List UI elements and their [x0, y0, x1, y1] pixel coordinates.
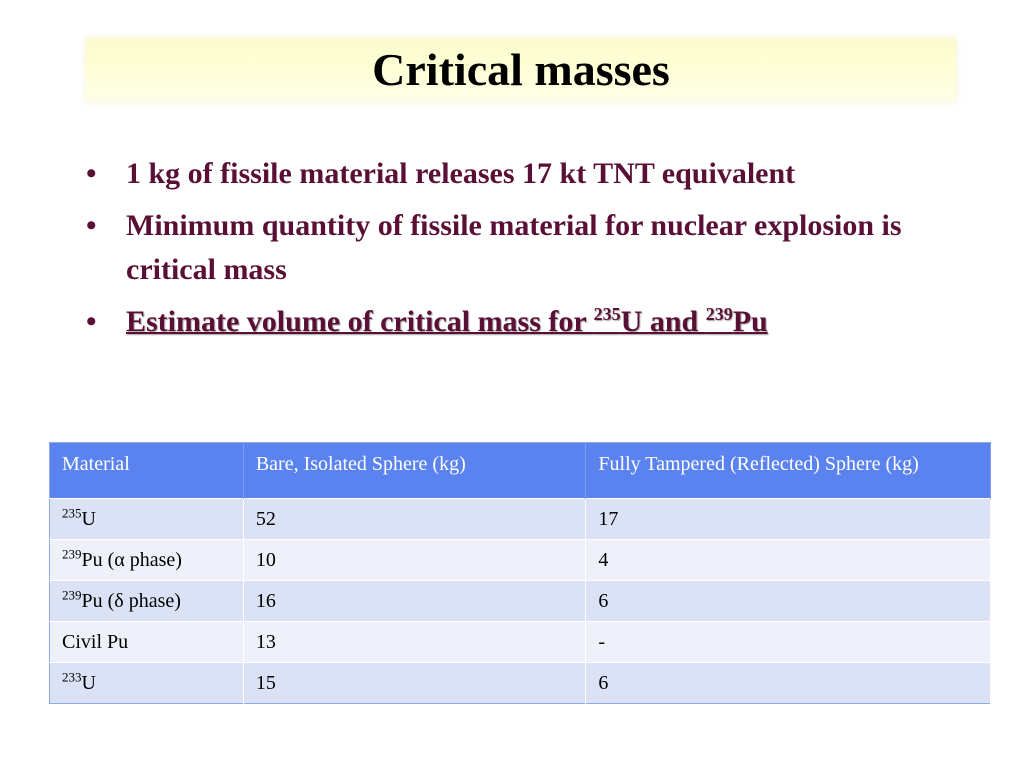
- critical-mass-table-container: Material Bare, Isolated Sphere (kg) Full…: [49, 442, 991, 704]
- critical-mass-table: Material Bare, Isolated Sphere (kg) Full…: [49, 442, 991, 704]
- task-text-pre: Estimate volume of critical mass for: [126, 305, 594, 338]
- material-name: Pu (α phase): [81, 549, 182, 571]
- cell-tampered: 6: [585, 662, 991, 704]
- cell-bare: 15: [243, 662, 587, 704]
- table-header-row: Material Bare, Isolated Sphere (kg) Full…: [49, 442, 991, 499]
- isotope-superscript: 233: [62, 669, 82, 685]
- cell-material: 239Pu (α phase): [49, 539, 244, 581]
- isotope-superscript: 235: [593, 304, 621, 324]
- bullet-dot-icon: •: [86, 209, 97, 242]
- header-bare-sphere: Bare, Isolated Sphere (kg): [243, 442, 587, 499]
- material-name: U: [81, 672, 96, 694]
- title-banner: Critical masses: [86, 38, 956, 102]
- cell-tampered: -: [585, 621, 991, 663]
- bullet-dot-icon: •: [86, 157, 97, 190]
- table-row: 235U 52 17: [49, 498, 991, 540]
- bullet-text: Estimate volume of critical mass for 235…: [126, 305, 768, 338]
- cell-material: 235U: [49, 498, 244, 540]
- bullet-item: • Minimum quantity of fissile material f…: [84, 204, 944, 292]
- cell-bare: 13: [243, 621, 587, 663]
- bullet-list: • 1 kg of fissile material releases 17 k…: [84, 152, 944, 352]
- table-row: 233U 15 6: [49, 662, 991, 704]
- cell-material: 239Pu (δ phase): [49, 580, 244, 622]
- isotope-superscript: 239: [62, 587, 82, 603]
- task-text-mid: U and: [620, 305, 706, 338]
- material-name: Civil Pu: [62, 631, 129, 653]
- cell-tampered: 4: [585, 539, 991, 581]
- bullet-text: 1 kg of fissile material releases 17 kt …: [126, 157, 796, 190]
- task-text-post: Pu: [732, 305, 768, 338]
- bullet-item-task: • Estimate volume of critical mass for 2…: [84, 300, 944, 344]
- bullet-dot-icon: •: [86, 305, 97, 338]
- table-row: 239Pu (δ phase) 16 6: [49, 580, 991, 622]
- table-row: Civil Pu 13 -: [49, 621, 991, 663]
- header-tampered-sphere: Fully Tampered (Reflected) Sphere (kg): [585, 442, 991, 499]
- bullet-item: • 1 kg of fissile material releases 17 k…: [84, 152, 944, 196]
- cell-bare: 16: [243, 580, 587, 622]
- isotope-superscript: 235: [62, 505, 82, 521]
- material-name: U: [81, 508, 96, 530]
- slide-title: Critical masses: [372, 44, 670, 95]
- cell-tampered: 6: [585, 580, 991, 622]
- cell-material: 233U: [49, 662, 244, 704]
- cell-bare: 52: [243, 498, 587, 540]
- cell-material: Civil Pu: [49, 621, 244, 663]
- cell-bare: 10: [243, 539, 587, 581]
- bullet-text: Minimum quantity of fissile material for…: [126, 209, 902, 286]
- material-name: Pu (δ phase): [81, 590, 181, 612]
- isotope-superscript: 239: [705, 304, 733, 324]
- isotope-superscript: 239: [62, 546, 82, 562]
- table-row: 239Pu (α phase) 10 4: [49, 539, 991, 581]
- header-material: Material: [49, 442, 244, 499]
- cell-tampered: 17: [585, 498, 991, 540]
